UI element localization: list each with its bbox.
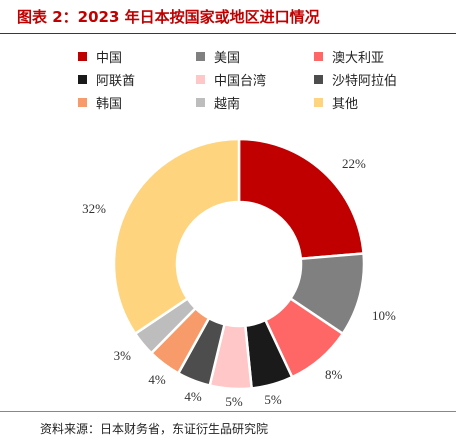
title-divider: [0, 33, 456, 34]
data-label-2: 8%: [325, 367, 343, 382]
legend-swatch: [78, 97, 87, 107]
data-label-5: 4%: [184, 389, 202, 404]
legend-swatch: [78, 51, 87, 61]
chart-title: 图表 2：2023 年日本按国家或地区进口情况: [17, 8, 320, 26]
legend-item-usa: 美国: [196, 46, 240, 66]
legend-item-taiwan: 中国台湾: [196, 69, 266, 89]
legend-label: 中国: [96, 50, 123, 66]
data-label-0: 22%: [342, 156, 366, 171]
legend-label: 越南: [214, 96, 241, 112]
legend-swatch: [314, 74, 323, 84]
legend-item-australia: 澳大利亚: [314, 46, 384, 66]
data-label-4: 5%: [225, 394, 243, 409]
legend-swatch: [196, 51, 205, 61]
legend-label: 其他: [332, 96, 359, 112]
data-label-3: 5%: [264, 392, 282, 407]
legend-item-vietnam: 越南: [196, 92, 240, 112]
legend-label: 沙特阿拉伯: [332, 73, 398, 89]
legend-label: 澳大利亚: [332, 50, 385, 66]
legend-swatch: [196, 97, 205, 107]
legend-item-other: 其他: [314, 92, 358, 112]
legend-label: 美国: [214, 50, 241, 66]
legend-swatch: [314, 97, 323, 107]
source-note: 资料来源：日本财务省，东证衍生品研究院: [40, 422, 269, 436]
legend-item-korea: 韩国: [78, 92, 122, 112]
donut-slice-8: [112, 137, 241, 336]
legend-label: 中国台湾: [214, 73, 267, 89]
data-label-6: 4%: [148, 372, 166, 387]
legend-swatch: [78, 74, 87, 84]
data-label-8: 32%: [82, 201, 106, 216]
source-divider: [0, 411, 456, 412]
legend-item-china: 中国: [78, 46, 122, 66]
data-label-7: 3%: [114, 348, 132, 363]
legend-item-saudi-arabia: 沙特阿拉伯: [314, 69, 397, 89]
donut-slice-0: [237, 137, 365, 261]
legend-label: 韩国: [96, 96, 123, 112]
data-label-1: 10%: [372, 308, 396, 323]
legend-label: 阿联酋: [96, 73, 136, 89]
legend-swatch: [196, 74, 205, 84]
legend-swatch: [314, 51, 323, 61]
legend-item-uae: 阿联酋: [78, 69, 135, 89]
